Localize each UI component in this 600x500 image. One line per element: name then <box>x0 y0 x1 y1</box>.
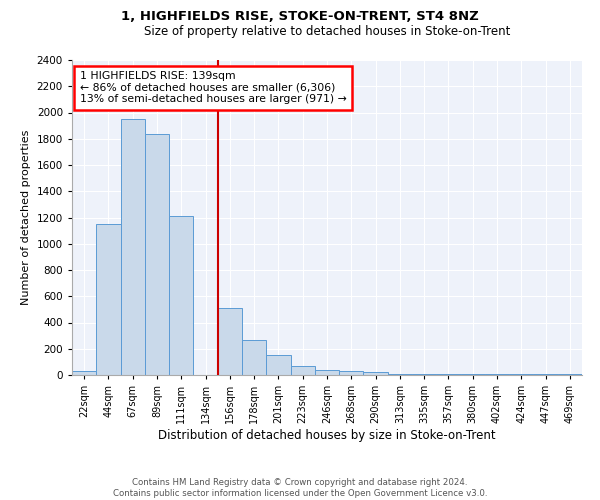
Bar <box>412 374 436 375</box>
Bar <box>339 371 364 375</box>
Bar <box>169 216 193 375</box>
Bar <box>96 224 121 375</box>
Bar <box>509 374 533 375</box>
Title: Size of property relative to detached houses in Stoke-on-Trent: Size of property relative to detached ho… <box>144 25 510 38</box>
Bar <box>436 374 461 375</box>
Bar <box>558 374 582 375</box>
Bar <box>533 374 558 375</box>
Bar <box>266 356 290 375</box>
X-axis label: Distribution of detached houses by size in Stoke-on-Trent: Distribution of detached houses by size … <box>158 429 496 442</box>
Bar <box>145 134 169 375</box>
Bar <box>485 374 509 375</box>
Bar <box>290 366 315 375</box>
Text: Contains HM Land Registry data © Crown copyright and database right 2024.
Contai: Contains HM Land Registry data © Crown c… <box>113 478 487 498</box>
Bar <box>121 119 145 375</box>
Bar <box>461 374 485 375</box>
Y-axis label: Number of detached properties: Number of detached properties <box>21 130 31 305</box>
Bar <box>315 370 339 375</box>
Text: 1, HIGHFIELDS RISE, STOKE-ON-TRENT, ST4 8NZ: 1, HIGHFIELDS RISE, STOKE-ON-TRENT, ST4 … <box>121 10 479 23</box>
Bar <box>388 374 412 375</box>
Bar <box>72 371 96 375</box>
Bar <box>364 372 388 375</box>
Bar <box>242 340 266 375</box>
Bar <box>218 308 242 375</box>
Text: 1 HIGHFIELDS RISE: 139sqm
← 86% of detached houses are smaller (6,306)
13% of se: 1 HIGHFIELDS RISE: 139sqm ← 86% of detac… <box>80 71 346 104</box>
